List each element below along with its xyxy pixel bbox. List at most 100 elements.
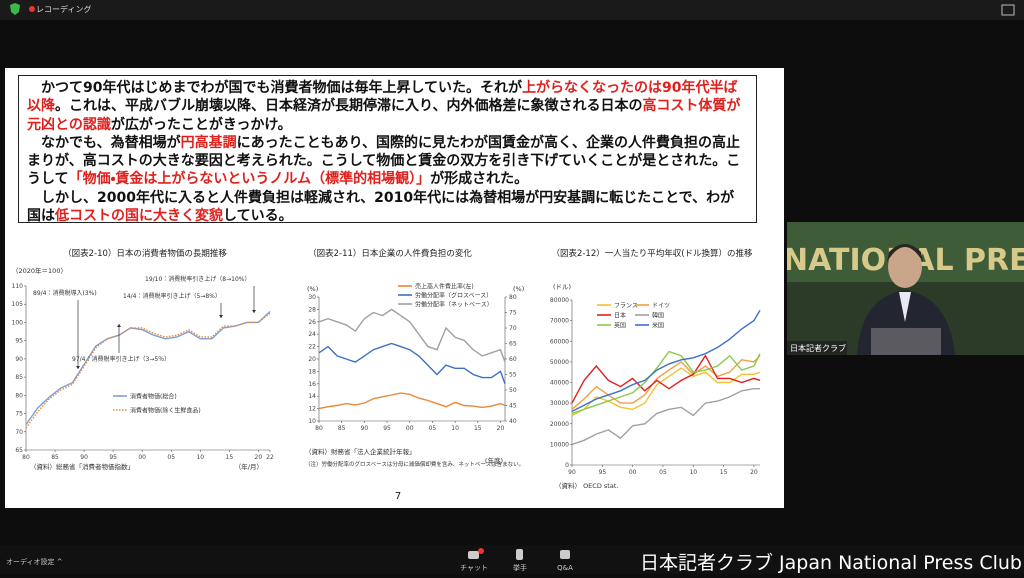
text-run: しかし、2000年代に入ると人件費負担は軽減され、2010年代には為替相場が円安… bbox=[27, 189, 735, 225]
x-tick-label: 20 bbox=[497, 425, 505, 432]
text-run: が広がったことがきっかけ。 bbox=[110, 116, 292, 133]
x-tick-label: 00 bbox=[629, 469, 637, 476]
y-tick-label: 90 bbox=[15, 356, 23, 363]
y-tick-label: 30000 bbox=[550, 400, 569, 407]
y2-tick-label: 75 bbox=[509, 310, 517, 317]
y-tick-label: 85 bbox=[15, 374, 23, 381]
chart-title: （図表2-12）一人当たり平均年収(ドル換算）の推移 bbox=[551, 248, 753, 259]
x-tick-label: 10 bbox=[689, 469, 697, 476]
qa-button[interactable]: Q&A bbox=[557, 550, 573, 572]
highlight-text: 円高基調 bbox=[180, 134, 237, 151]
x-tick-label: 15 bbox=[226, 454, 234, 461]
highlight-text: 高コスト体質が元凶との認識 bbox=[27, 98, 741, 133]
view-icon[interactable] bbox=[1000, 2, 1016, 18]
source-note: （資料）財務省「法人企業統計年報」 bbox=[305, 447, 416, 456]
y-axis-label: (%) bbox=[307, 285, 318, 293]
x-tick-label: 85 bbox=[338, 425, 346, 432]
arrow-head bbox=[252, 310, 256, 313]
button-label: チャット bbox=[460, 564, 488, 572]
security-icons bbox=[10, 3, 35, 15]
x-tick-label: 22 bbox=[266, 454, 274, 461]
x-tick-label: 20 bbox=[750, 469, 758, 476]
legend-label: 日本 bbox=[614, 312, 626, 320]
bottom-bar: オーディオ設定 ^ チャット 挙手 Q&A 日本記者クラブ Japan Nati… bbox=[0, 545, 1024, 574]
source-note: （資料）総務省「消費者物価指数」 bbox=[30, 462, 134, 471]
y2-tick-label: 70 bbox=[509, 325, 517, 332]
y-tick-label: 18 bbox=[308, 368, 316, 375]
button-label: Q&A bbox=[557, 564, 573, 572]
y-tick-label: 30 bbox=[308, 294, 316, 301]
legend-label: 売上高人件費比率(左) bbox=[415, 283, 474, 291]
chart-title: （図表2-10）日本の消費者物価の長期推移 bbox=[63, 248, 227, 259]
highlight-text: 上がらなくなったのは90年代半ば以降 bbox=[27, 80, 738, 115]
y-tick-label: 40000 bbox=[550, 380, 569, 387]
recording-label[interactable]: レコーディング bbox=[36, 5, 92, 14]
top-bar: レコーディング bbox=[0, 0, 1024, 20]
y2-tick-label: 40 bbox=[509, 418, 517, 425]
y-tick-label: 80000 bbox=[550, 297, 569, 304]
legend-label: 英国 bbox=[614, 322, 626, 330]
annotation: 97/4：消費税率引き上げ（3→5％） bbox=[72, 355, 170, 363]
audio-settings[interactable]: オーディオ設定 ^ bbox=[6, 557, 63, 566]
y-tick-label: 24 bbox=[308, 331, 316, 338]
slide: かつて90年代はじめまでわが国でも消費者物価は毎年上昇していた。それが上がらなく… bbox=[5, 68, 784, 508]
y-tick-label: 10000 bbox=[550, 441, 569, 448]
legend-label: 労働分配率（ネットベース） bbox=[415, 301, 493, 309]
series-line bbox=[571, 309, 761, 413]
x-tick-label: 05 bbox=[167, 454, 175, 461]
paragraph: しかし、2000年代に入ると人件費負担は軽減され、2010年代には為替相場が円安… bbox=[27, 189, 748, 226]
y-tick-label: 50000 bbox=[550, 359, 569, 366]
series-line bbox=[318, 392, 506, 410]
y-tick-label: 65 bbox=[15, 447, 23, 454]
x-tick-label: 90 bbox=[80, 454, 88, 461]
series-line bbox=[571, 355, 761, 410]
series-line bbox=[318, 308, 506, 363]
x-tick-label: 10 bbox=[196, 454, 204, 461]
arrow-head bbox=[76, 366, 80, 369]
y-tick-label: 16 bbox=[308, 381, 316, 388]
legend-label: ドイツ bbox=[652, 303, 670, 310]
raise-hand-button[interactable]: 挙手 bbox=[513, 549, 527, 572]
button-label: 挙手 bbox=[513, 563, 527, 572]
chart-title: （図表2-11）日本企業の人件費負担の変化 bbox=[308, 248, 472, 259]
video-panel: NATIONAL PRES 日本記者クラブ bbox=[787, 222, 1024, 355]
y-tick-label: 75 bbox=[15, 411, 23, 418]
series-line bbox=[571, 354, 761, 404]
text-run: が形成された。 bbox=[430, 171, 529, 188]
legend-label: 米国 bbox=[652, 322, 664, 330]
y2-tick-label: 55 bbox=[509, 372, 517, 379]
y-tick-label: 100 bbox=[12, 319, 24, 326]
y-tick-label: 26 bbox=[308, 319, 316, 326]
chat-button[interactable]: チャット bbox=[460, 548, 488, 572]
text-run: 。これは、平成バブル崩壊以降、日本経済が長期停滞に入り、内外価格差に象徴される日… bbox=[55, 98, 643, 115]
x-tick-label: 00 bbox=[406, 425, 414, 432]
paragraph: なかでも、為替相場が円高基調にあったこともあり、国際的に見たわが国賃金が高く、企… bbox=[27, 134, 748, 189]
x-tick-label: 00 bbox=[138, 454, 146, 461]
page-number: 7 bbox=[395, 491, 401, 502]
y-tick-label: 28 bbox=[308, 306, 316, 313]
series-line bbox=[571, 388, 760, 446]
y2-tick-label: 80 bbox=[509, 294, 517, 301]
x-tick-label: 95 bbox=[383, 425, 391, 432]
series-line bbox=[571, 350, 761, 415]
y-axis-label: （2020年＝100） bbox=[12, 266, 67, 275]
x-tick-label: 15 bbox=[474, 425, 482, 432]
x-tick-label: 80 bbox=[315, 425, 323, 432]
arrow-head bbox=[117, 324, 121, 327]
y-tick-label: 105 bbox=[12, 301, 24, 308]
chart: （図表2-10）日本の消費者物価の長期推移 （2020年＝100） （年/月） （資料… bbox=[12, 248, 274, 471]
x-tick-label: 80 bbox=[22, 454, 30, 461]
y2-tick-label: 50 bbox=[509, 387, 517, 394]
x-tick-label: 95 bbox=[599, 469, 607, 476]
x-tick-label: 05 bbox=[659, 469, 667, 476]
series-line bbox=[318, 342, 506, 385]
x-tick-label: 90 bbox=[361, 425, 369, 432]
y-tick-label: 0 bbox=[565, 462, 569, 469]
highlight-text: 低コストの国に大きく変貌 bbox=[55, 208, 223, 225]
toolbar: オーディオ設定 ^ チャット 挙手 Q&A 日本記者クラブ Japan Nati… bbox=[6, 548, 1022, 574]
y-tick-label: 60000 bbox=[550, 338, 569, 345]
x-tick-label: 95 bbox=[109, 454, 117, 461]
participant-name: 日本記者クラブ bbox=[790, 343, 846, 353]
x-axis-label: （年/月） bbox=[235, 462, 263, 471]
y-tick-label: 12 bbox=[308, 406, 316, 413]
